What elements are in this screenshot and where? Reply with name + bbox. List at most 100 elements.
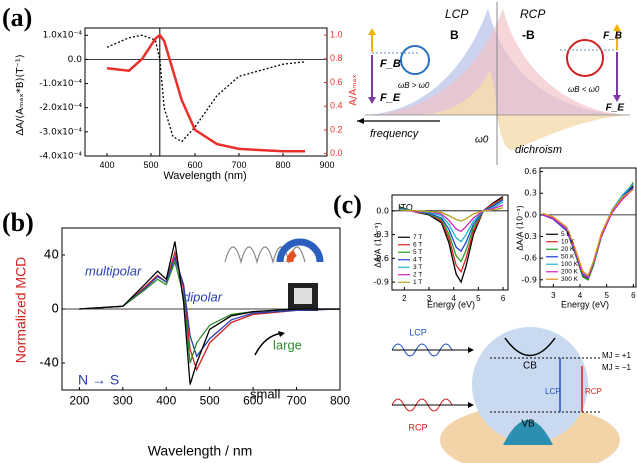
annotation: dipolar — [183, 289, 223, 304]
x-tick-label: 2 — [402, 294, 407, 303]
y-tick-label: -2.0x10⁻⁴ — [39, 103, 82, 113]
x-tick-label: 4 — [451, 294, 456, 303]
legend-label: 100 K — [561, 261, 579, 268]
y-tick-label: 0.3 — [524, 189, 537, 198]
diagram-label: MJ = −1 — [602, 363, 631, 372]
diagram-label: RCP — [520, 7, 545, 21]
diagram-label: dichroism — [515, 144, 562, 156]
band-diagram — [391, 327, 620, 463]
x-tick-label: 700 — [231, 160, 246, 170]
y-tick-label: -40 — [39, 356, 59, 370]
data-line — [542, 188, 634, 279]
y2-tick-label: 0.4 — [330, 101, 343, 111]
annotation: multipolar — [85, 263, 142, 278]
diagram-label: F_B — [603, 31, 622, 42]
diagram-label: CB — [523, 361, 537, 372]
x-tick-label: 4 — [578, 291, 583, 300]
y-tick-label: 0.0 — [524, 210, 537, 219]
diagram-label: -B — [522, 28, 535, 42]
data-line — [106, 34, 306, 143]
x-tick-label: 6 — [631, 291, 636, 300]
legend-label: 5 T — [413, 249, 422, 256]
y2-tick-label: 0.2 — [330, 124, 343, 134]
x-axis-label: Energy (eV) — [427, 299, 475, 309]
y2-tick-label: 0.8 — [330, 53, 343, 63]
legend-label: 2 T — [413, 271, 422, 278]
y-tick-label: -0.9 — [373, 278, 389, 287]
plot-frame — [84, 27, 328, 157]
y-tick-label: -3.0x10⁻⁴ — [39, 127, 82, 137]
y-tick-label: -0.6 — [373, 254, 389, 263]
diagram-label: LCP — [445, 7, 468, 21]
annotation: large — [273, 337, 302, 352]
legend-label: 20 K — [561, 246, 575, 253]
y-tick-label: 0.0 — [68, 55, 83, 65]
diagram-label: RCP — [585, 387, 602, 396]
data-line — [106, 33, 305, 153]
diagram-label: LCP — [545, 387, 561, 396]
x-tick-label: 5 — [476, 294, 481, 303]
y2-tick-label: 1.0 — [330, 29, 343, 39]
x-tick-label: 6 — [501, 294, 506, 303]
legend-label: 3 T — [413, 264, 422, 271]
x-tick-label: 200 — [69, 393, 89, 407]
legend-label: 300 K — [561, 276, 579, 283]
diagram-label: LCP — [409, 327, 427, 337]
legend-label: 10 K — [561, 238, 575, 245]
x-tick-label: 800 — [330, 393, 350, 407]
legend-label: 50 K — [561, 253, 575, 260]
y2-tick-label: 0.6 — [330, 77, 343, 87]
data-line — [399, 207, 504, 222]
x-tick-label: 300 — [113, 393, 133, 407]
plot-frame — [391, 194, 509, 291]
y-axis-label: Normalized MCD — [13, 257, 29, 364]
y-tick-label: -4.0x10⁻⁴ — [39, 152, 82, 162]
legend-label: 200 K — [561, 268, 579, 275]
y-axis-label: ΔA/A (10⁻³) — [374, 222, 383, 268]
legend-label: 1 T — [413, 279, 422, 286]
diagram-label: F_B — [380, 58, 401, 70]
diagram-label: VB — [521, 419, 535, 430]
x-tick-label: 700 — [287, 393, 307, 407]
diagram-label: MJ = +1 — [602, 351, 631, 360]
x-axis-label: Wavelength / nm — [148, 443, 253, 459]
data-line — [79, 249, 341, 372]
x-tick-label: 3 — [427, 294, 432, 303]
annotation: ITO — [398, 202, 413, 212]
y-tick-label: -0.3 — [373, 230, 389, 239]
x-tick-label: 900 — [319, 160, 334, 170]
y2-axis-label: A/Aₘₐₓ — [348, 74, 359, 106]
y-axis-label: ΔA/(Aₘₐₓ*B)(T⁻¹) — [15, 54, 26, 135]
panel-label: (c) — [333, 190, 362, 219]
y2-tick-label: 0.0 — [330, 148, 343, 158]
y-tick-label: 0.6 — [524, 167, 537, 176]
y-tick-label: 0.0 — [376, 206, 389, 215]
legend-label: 6 T — [413, 241, 422, 248]
data-line — [79, 255, 341, 358]
diagram-label: RCP — [408, 422, 427, 432]
data-line — [542, 189, 634, 277]
x-axis-label: Energy (eV) — [561, 299, 609, 309]
diagram-label: ωB < ω0 — [568, 85, 600, 94]
diagram-label: F_E — [606, 103, 625, 114]
x-axis-label: Wavelength (nm) — [163, 170, 246, 182]
x-tick-label: 400 — [99, 160, 114, 170]
y-tick-label: 40 — [44, 248, 59, 262]
plot-frame — [539, 167, 637, 288]
data-line — [542, 182, 634, 281]
y-tick-label: -0.9 — [521, 275, 537, 284]
panel-label: (a) — [2, 3, 32, 32]
data-line — [79, 241, 340, 385]
x-tick-label: 600 — [243, 393, 263, 407]
x-tick-label: 600 — [187, 160, 202, 170]
y-tick-label: -1.0x10⁻⁴ — [39, 79, 82, 89]
x-tick-label: 5 — [604, 291, 609, 300]
x-tick-label: 500 — [143, 160, 158, 170]
legend-label: 4 T — [413, 256, 422, 263]
inset-illustration — [224, 238, 324, 356]
legend-label: 5 K — [561, 231, 571, 238]
resonance-diagram — [357, 2, 630, 165]
legend-label: 7 T — [413, 234, 422, 241]
diagram-label: B — [450, 28, 459, 42]
